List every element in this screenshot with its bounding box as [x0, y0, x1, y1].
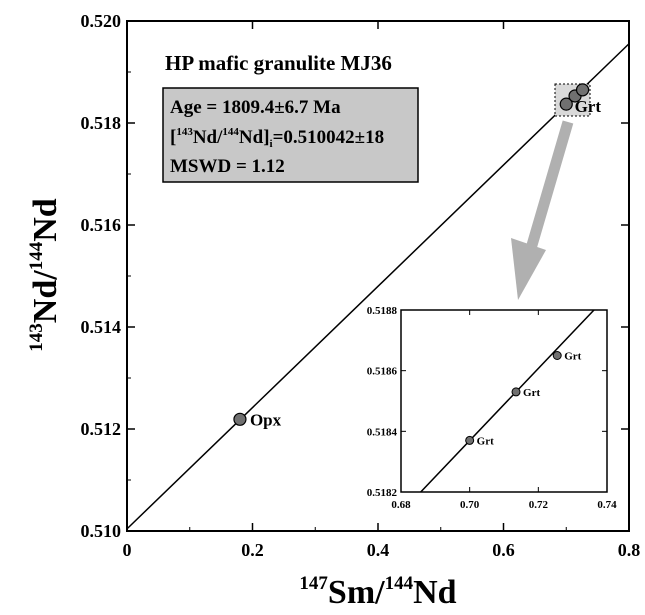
y-tick-label: 0.514 [81, 317, 122, 337]
point-label: Grt [575, 97, 602, 116]
inset-point-label: Grt [523, 387, 540, 399]
initial-value: =0.510042±18 [273, 127, 385, 148]
stats-box [162, 87, 419, 183]
initial-sub: i [270, 138, 273, 150]
inset-y-tick-label: 0.5188 [367, 305, 398, 317]
y-tick-label: 0.518 [81, 113, 122, 133]
initial-sup2: 144 [222, 126, 239, 138]
y-tick-label: 0.510 [81, 521, 122, 541]
x-tick-label: 0 [123, 540, 132, 560]
data-point [559, 97, 573, 111]
x-tick-label: 0.2 [241, 540, 264, 560]
y-tick-label: 0.516 [81, 215, 122, 235]
inset-point-label: Grt [564, 351, 581, 363]
xlabel-sup2: 144 [385, 573, 414, 594]
point-label: Opx [250, 410, 282, 429]
y-axis-label: 143Nd/144Nd [26, 198, 64, 351]
xlabel-base2: Nd [413, 574, 457, 610]
ylabel-base1: Nd/ [27, 270, 64, 323]
x-axis-label: 147Sm/144Nd [299, 573, 456, 610]
inset-isochron-line [419, 310, 596, 492]
inset-x-tick-label: 0.74 [597, 499, 617, 511]
initial-sup1: 143 [176, 126, 193, 138]
data-point [575, 83, 590, 97]
inset-data-point [465, 435, 475, 445]
age-text: Age = 1809.4±6.7 Ma [170, 97, 341, 118]
initial-mid: Nd/ [193, 127, 223, 148]
y-tick-label: 0.520 [81, 11, 122, 31]
inset-x-tick-label: 0.72 [529, 499, 549, 511]
plot-frame [126, 20, 630, 532]
y-tick-label: 0.512 [81, 419, 122, 439]
inset-data-point [552, 351, 562, 360]
initial-open: [ [170, 127, 176, 148]
x-tick-label: 0.6 [492, 540, 515, 560]
initial-close: Nd] [239, 127, 270, 148]
zoom-arrow [511, 120, 574, 300]
chart-title: HP mafic granulite MJ36 [165, 51, 392, 75]
xlabel-sup1: 147 [299, 573, 328, 594]
mswd-text: MSWD = 1.12 [170, 156, 285, 177]
inset-point-label: Grt [477, 435, 494, 447]
inset-y-tick-label: 0.5184 [367, 426, 398, 438]
inset-x-tick-label: 0.68 [391, 499, 411, 511]
x-tick-label: 0.8 [618, 540, 641, 560]
xlabel-base1: Sm/ [328, 574, 385, 610]
inset-data-point [511, 387, 521, 397]
data-point [233, 412, 247, 426]
inset-y-tick-label: 0.5186 [367, 366, 398, 378]
ylabel-sup2: 144 [26, 241, 47, 270]
ylabel-sup1: 143 [26, 323, 47, 352]
initial-ratio-text: [143Nd/144Nd]i=0.510042±18 [170, 126, 384, 150]
inset-frame [400, 309, 608, 493]
ylabel-base2: Nd [27, 198, 64, 242]
x-tick-label: 0.4 [367, 540, 390, 560]
isochron-line [127, 43, 629, 530]
inset-x-tick-label: 0.70 [460, 499, 480, 511]
inset-y-tick-label: 0.5182 [367, 487, 398, 499]
